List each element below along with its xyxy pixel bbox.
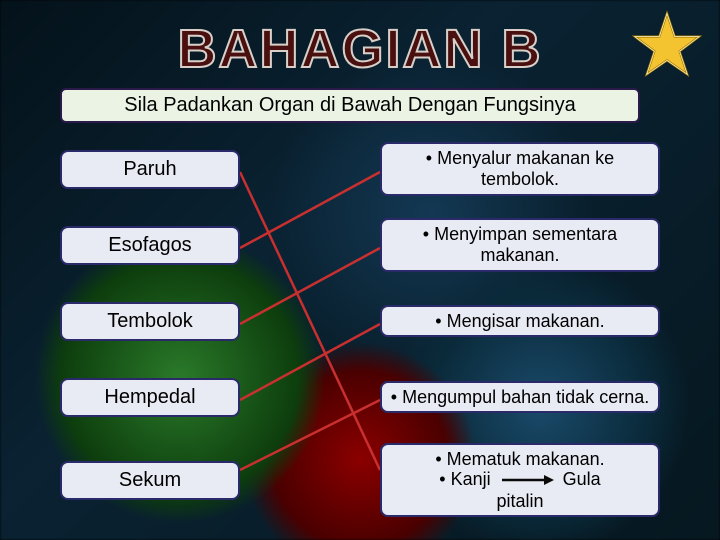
star-icon [632, 10, 702, 80]
organ-box[interactable]: Esofagos [60, 226, 240, 265]
arrow-icon [500, 470, 554, 491]
subtitle: Sila Padankan Organ di Bawah Dengan Fung… [60, 88, 640, 123]
function-box[interactable]: • Mengisar makanan. [380, 305, 660, 338]
function-box[interactable]: • Menyimpan sementara makanan. [380, 218, 660, 271]
function-box[interactable]: • Menyalur makanan ke tembolok. [380, 142, 660, 195]
organ-box[interactable]: Tembolok [60, 302, 240, 341]
func5-line1: • Mematuk makanan. [390, 449, 650, 470]
func5-line2: • Kanji Gula [390, 469, 650, 491]
organ-box[interactable]: Sekum [60, 461, 240, 500]
page-title: BAHAGIAN B [0, 18, 720, 80]
kanji-label: • Kanji [439, 469, 490, 489]
function-box[interactable]: • Mematuk makanan. • Kanji Gula pitalin [380, 443, 660, 518]
organ-box[interactable]: Paruh [60, 150, 240, 189]
gula-label: Gula [563, 469, 601, 489]
func5-line3: pitalin [390, 491, 650, 512]
content-area: Paruh • Menyalur makanan ke tembolok. Es… [0, 140, 720, 534]
function-box[interactable]: • Mengumpul bahan tidak cerna. [380, 381, 660, 414]
organ-box[interactable]: Hempedal [60, 378, 240, 417]
